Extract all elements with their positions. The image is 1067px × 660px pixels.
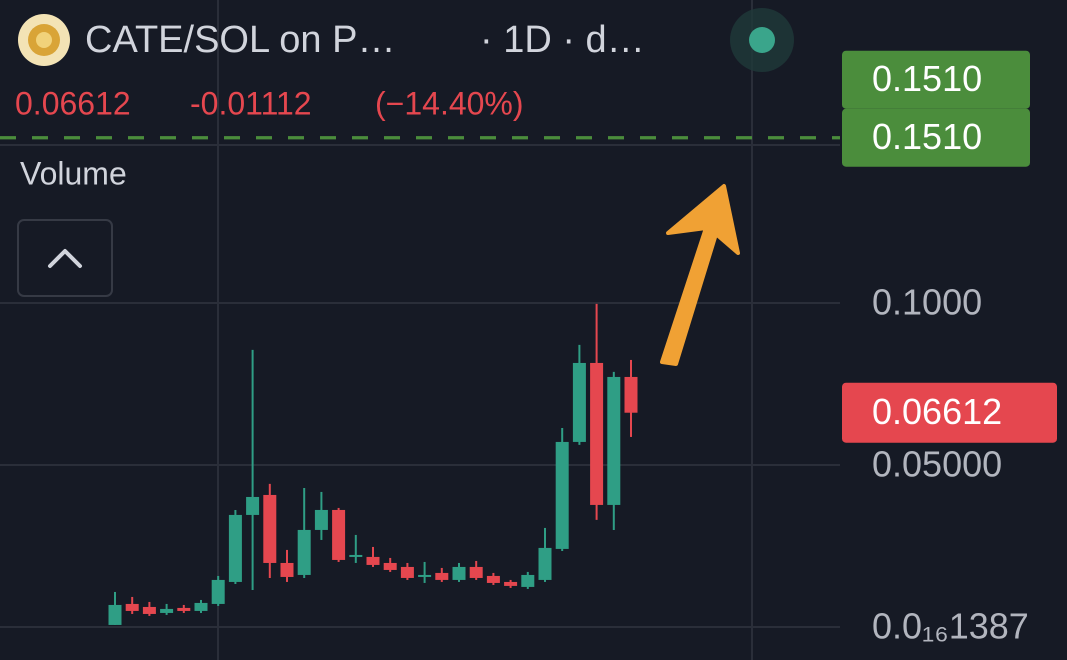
candle-body — [504, 581, 518, 586]
candle-body — [125, 603, 139, 611]
candle-body — [538, 547, 552, 580]
candle-body — [246, 496, 260, 515]
price-line-label: 0.1510 — [872, 116, 982, 157]
candle-body — [280, 562, 294, 577]
last-price-tag — [842, 382, 1057, 443]
pane-label: Volume — [20, 155, 127, 191]
candle-body — [521, 574, 535, 587]
last-price: 0.06612 — [15, 85, 131, 121]
chevron-icon — [48, 249, 82, 268]
price-change: -0.01112 — [190, 85, 312, 121]
candle-body — [108, 604, 122, 625]
candle-body — [332, 509, 346, 560]
price-line-label: 0.1510 — [872, 58, 982, 99]
candle-body — [418, 574, 432, 577]
plot-area — [0, 301, 840, 628]
candle-body — [314, 509, 328, 530]
collapse-button[interactable] — [17, 219, 113, 297]
candle-body — [624, 376, 638, 413]
candle-body — [263, 494, 277, 563]
candle-body — [590, 362, 604, 505]
last-price-label: 0.06612 — [872, 391, 1002, 432]
candle-body — [452, 566, 466, 580]
y-tick-label: 0.05000 — [872, 443, 1002, 484]
candle-body — [486, 575, 500, 583]
candle-body — [211, 579, 225, 604]
candle-body — [607, 376, 621, 505]
candle-body — [435, 572, 449, 580]
candle-body — [349, 554, 363, 557]
candle-body — [572, 362, 586, 442]
y-tick-label: 0.0₁₆1387 — [872, 605, 1029, 646]
candle-body — [142, 606, 156, 614]
candle-body — [469, 566, 483, 578]
candle-body — [177, 607, 191, 611]
candle-body — [160, 608, 174, 613]
candle-body — [555, 441, 569, 549]
candle-body — [228, 514, 242, 582]
candle-body — [400, 566, 414, 578]
chart-subtitle: · 1D · d… — [480, 19, 645, 61]
coin-icon-core — [36, 32, 52, 48]
candle-body — [383, 562, 397, 570]
candle-body — [366, 556, 380, 565]
annotation-arrow — [660, 184, 740, 366]
y-tick-label: 0.1000 — [872, 281, 982, 322]
status-dot — [749, 27, 775, 53]
price-line-tag — [842, 50, 1030, 109]
price-change-percent: (−14.40%) — [375, 85, 524, 121]
chart-title: CATE/SOL on P… — [85, 19, 395, 61]
candle-body — [194, 602, 208, 611]
candle-body — [297, 529, 311, 575]
price-line-tag — [842, 108, 1030, 167]
